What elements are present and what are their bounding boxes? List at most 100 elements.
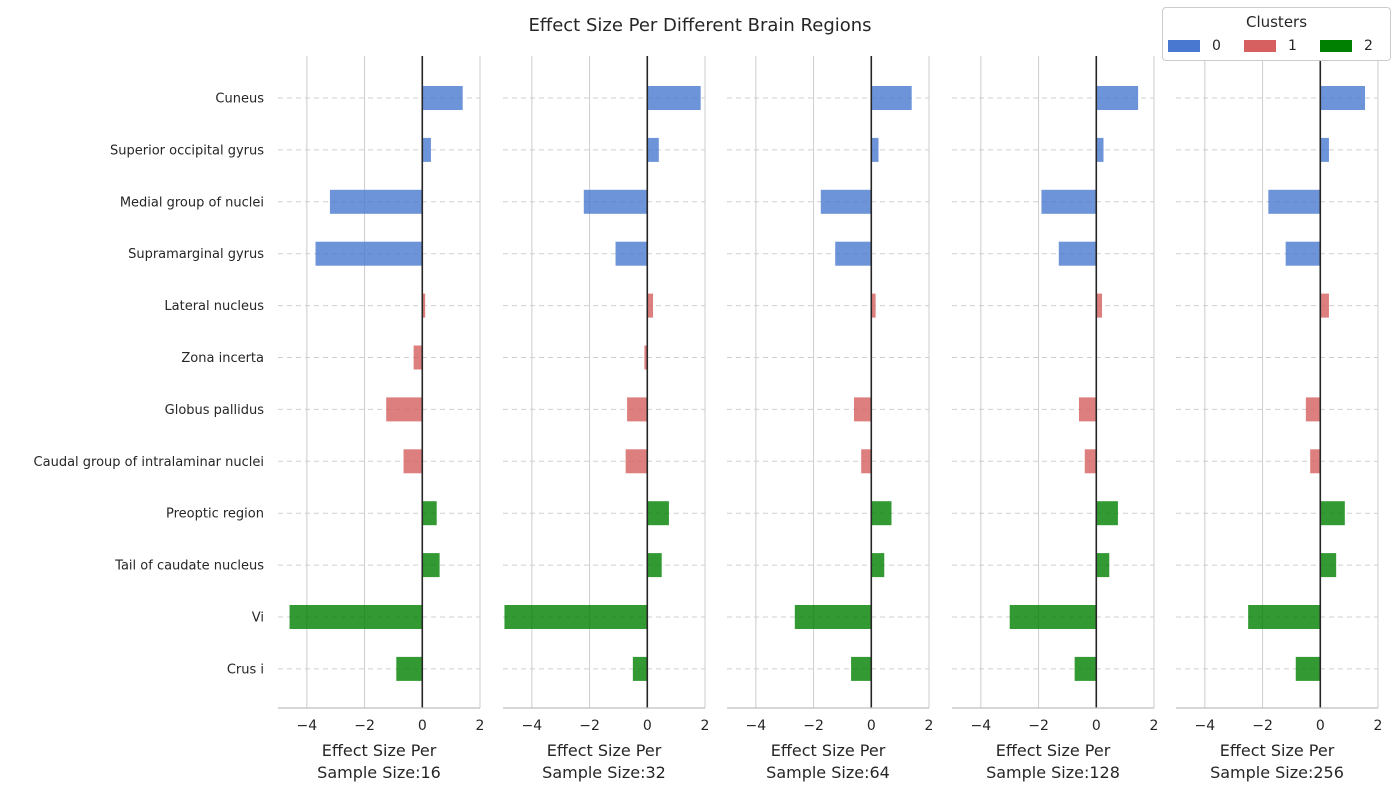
bar	[1320, 137, 1329, 162]
region-label: Zona incerta	[181, 351, 264, 366]
bar	[625, 449, 648, 474]
legend-label-2: 2	[1364, 38, 1373, 54]
x-axis-label-line1: Effect Size Per	[771, 741, 886, 760]
bar	[1320, 501, 1345, 526]
x-tick-label: −4	[522, 718, 543, 734]
bar	[871, 553, 885, 578]
bar	[647, 137, 659, 162]
bar	[1295, 656, 1321, 681]
region-label: Cuneus	[215, 92, 264, 107]
panel-1: −4 −2 0 2 Effect Size Per Sample Size:16	[278, 56, 484, 782]
region-label: Vi	[252, 611, 264, 626]
bar	[647, 553, 662, 578]
region-label: Globus pallidus	[165, 403, 265, 418]
bar	[403, 449, 423, 474]
bar	[329, 189, 423, 214]
x-tick-label: 0	[1316, 718, 1325, 734]
region-label: Caudal group of intralaminar nuclei	[34, 455, 264, 470]
x-axis-label-line1: Effect Size Per	[547, 741, 662, 760]
bar	[1096, 86, 1139, 110]
x-tick-label: −4	[971, 718, 992, 734]
bar	[422, 137, 431, 162]
x-axis-label-line1: Effect Size Per	[322, 741, 437, 760]
bar	[1320, 86, 1366, 110]
x-tick-label: −2	[579, 718, 600, 734]
region-labels: Cuneus Superior occipital gyrus Medial gro…	[34, 92, 265, 678]
bar	[1096, 501, 1118, 526]
bar	[853, 397, 872, 422]
bar	[1268, 189, 1321, 214]
x-axis-label-line2: Sample Size:128	[986, 763, 1120, 782]
bar	[871, 86, 912, 110]
legend-title: Clusters	[1245, 13, 1308, 31]
bar	[647, 86, 701, 110]
bar	[632, 656, 648, 681]
bar	[644, 345, 648, 370]
bar	[647, 501, 669, 526]
region-label: Crus i	[227, 662, 264, 677]
bar	[1041, 189, 1097, 214]
x-tick-label: −2	[1028, 718, 1049, 734]
bar	[386, 397, 423, 422]
panel-5: −4 −2 0 2 Effect Size Per Sample Size:256	[1176, 56, 1382, 782]
bar	[504, 605, 648, 629]
chart-panels: −4 −2 0 2 Effect Size Per Sample Size:16 −4 −2 0…	[278, 56, 1382, 782]
bar	[1074, 656, 1097, 681]
bar	[871, 501, 892, 526]
bar	[396, 656, 423, 681]
legend-swatch-0	[1168, 40, 1200, 52]
bar	[1305, 397, 1321, 422]
legend-items: 0 1 2	[1168, 38, 1396, 54]
bar	[1078, 397, 1097, 422]
x-axis-label-line1: Effect Size Per	[996, 741, 1111, 760]
legend-item-2: 2	[1320, 38, 1396, 54]
bar	[861, 449, 872, 474]
legend-swatch-2	[1320, 40, 1352, 52]
region-label: Superior occipital gyrus	[110, 143, 264, 158]
legend: Clusters 0 1 2	[1162, 7, 1391, 61]
bar	[794, 605, 872, 629]
bar	[1285, 241, 1321, 266]
bar	[1320, 293, 1329, 318]
x-axis-label-line2: Sample Size:16	[317, 763, 441, 782]
x-tick-label: 2	[476, 718, 485, 734]
x-axis-label-line2: Sample Size:64	[766, 763, 890, 782]
bar	[647, 293, 654, 318]
legend-label-1: 1	[1288, 38, 1297, 54]
panel-2: −4 −2 0 2 Effect Size Per Sample Size:32	[503, 56, 709, 782]
x-tick-label: −2	[1252, 718, 1273, 734]
legend-item-1: 1	[1244, 38, 1320, 54]
bar	[315, 241, 423, 266]
x-axis-label-line1: Effect Size Per	[1220, 741, 1335, 760]
x-tick-label: −2	[803, 718, 824, 734]
x-tick-label: 2	[701, 718, 710, 734]
x-tick-label: 2	[1150, 718, 1159, 734]
x-axis-label-line2: Sample Size:256	[1210, 763, 1344, 782]
bar	[1248, 605, 1321, 629]
bar	[422, 293, 426, 318]
x-tick-label: −4	[746, 718, 767, 734]
x-tick-label: 0	[643, 718, 652, 734]
x-tick-label: 0	[418, 718, 427, 734]
bar	[1084, 449, 1097, 474]
bar	[1096, 137, 1104, 162]
bar	[289, 605, 423, 629]
bar	[1096, 553, 1110, 578]
panel-4: −4 −2 0 2 Effect Size Per Sample Size:128	[952, 56, 1158, 782]
bar	[615, 241, 648, 266]
bar	[835, 241, 872, 266]
bar	[583, 189, 648, 214]
x-tick-label: −4	[1195, 718, 1216, 734]
legend-swatch-1	[1244, 40, 1276, 52]
region-label: Lateral nucleus	[164, 299, 264, 314]
bar	[422, 553, 440, 578]
bar	[871, 137, 879, 162]
bar	[1310, 449, 1321, 474]
x-tick-label: 0	[1092, 718, 1101, 734]
x-tick-label: −4	[297, 718, 318, 734]
bar	[1009, 605, 1097, 629]
x-tick-label: 0	[867, 718, 876, 734]
bar	[851, 656, 872, 681]
region-label: Supramarginal gyrus	[128, 247, 264, 262]
